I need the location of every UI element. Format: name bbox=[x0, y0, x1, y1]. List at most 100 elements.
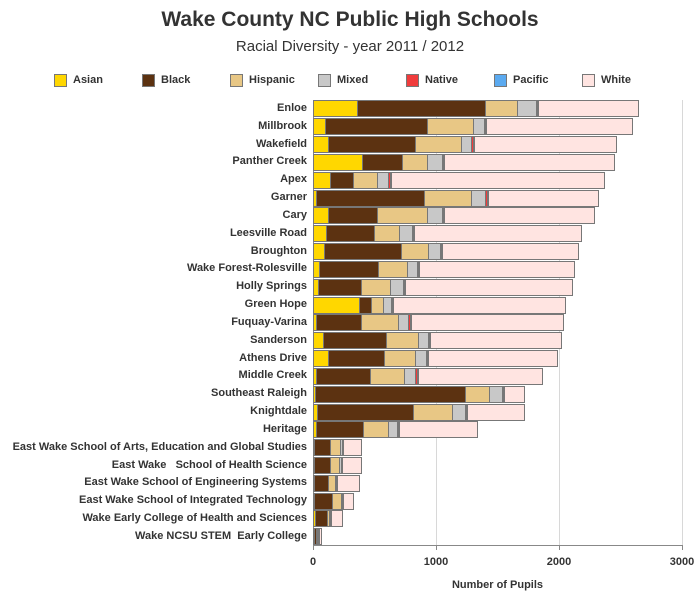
legend-item-asian[interactable]: Asian bbox=[54, 72, 103, 88]
bar-segment-white[interactable] bbox=[343, 439, 362, 457]
bar-segment-pacific[interactable] bbox=[390, 171, 392, 189]
bar-segment-asian[interactable] bbox=[313, 439, 315, 457]
bar-segment-mixed[interactable] bbox=[399, 225, 413, 243]
bar-segment-white[interactable] bbox=[331, 510, 343, 528]
stacked-bar[interactable] bbox=[313, 225, 582, 243]
stacked-bar[interactable] bbox=[313, 100, 639, 118]
bar-segment-white[interactable] bbox=[430, 332, 562, 350]
bar-segment-mixed[interactable] bbox=[377, 171, 389, 189]
bar-segment-asian[interactable] bbox=[313, 225, 328, 243]
stacked-bar[interactable] bbox=[313, 403, 525, 421]
bar-segment-hispanic[interactable] bbox=[415, 136, 462, 154]
bar-segment-native[interactable] bbox=[471, 136, 474, 154]
bar-segment-white[interactable] bbox=[343, 492, 354, 510]
bar-segment-pacific[interactable] bbox=[429, 332, 431, 350]
bar-segment-white[interactable] bbox=[444, 153, 615, 171]
stacked-bar[interactable] bbox=[313, 492, 354, 510]
stacked-bar[interactable] bbox=[313, 457, 362, 474]
bar-segment-white[interactable] bbox=[443, 243, 580, 261]
bar-segment-hispanic[interactable] bbox=[371, 367, 405, 385]
bar-segment-black[interactable] bbox=[315, 385, 466, 403]
bar-segment-black[interactable] bbox=[315, 510, 328, 528]
stacked-bar[interactable] bbox=[313, 332, 562, 350]
bar-segment-white[interactable] bbox=[467, 403, 525, 421]
legend-item-hispanic[interactable]: Hispanic bbox=[230, 72, 295, 88]
bar-segment-hispanic[interactable] bbox=[327, 510, 330, 528]
bar-segment-pacific[interactable] bbox=[504, 385, 505, 403]
bar-segment-mixed[interactable] bbox=[329, 510, 331, 528]
bar-segment-black[interactable] bbox=[319, 278, 363, 296]
stacked-bar[interactable] bbox=[313, 260, 575, 278]
bar-segment-black[interactable] bbox=[325, 243, 403, 261]
bar-segment-black[interactable] bbox=[328, 136, 416, 154]
bar-segment-asian[interactable] bbox=[313, 153, 364, 171]
bar-segment-native[interactable] bbox=[318, 528, 320, 546]
bar-segment-mixed[interactable] bbox=[418, 332, 429, 350]
bar-segment-black[interactable] bbox=[363, 153, 404, 171]
stacked-bar[interactable] bbox=[313, 350, 558, 368]
bar-segment-hispanic[interactable] bbox=[364, 421, 389, 439]
bar-segment-native[interactable] bbox=[465, 403, 467, 421]
bar-segment-native[interactable] bbox=[397, 421, 399, 439]
legend-item-mixed[interactable]: Mixed bbox=[318, 72, 368, 88]
bar-segment-white[interactable] bbox=[406, 278, 574, 296]
bar-segment-mixed[interactable] bbox=[399, 314, 410, 332]
bar-segment-asian[interactable] bbox=[313, 118, 327, 136]
bar-segment-pacific[interactable] bbox=[473, 136, 475, 154]
bar-segment-asian[interactable] bbox=[313, 403, 319, 421]
stacked-bar[interactable] bbox=[313, 510, 343, 528]
bar-segment-mixed[interactable] bbox=[429, 243, 442, 261]
bar-segment-black[interactable] bbox=[317, 421, 365, 439]
bar-segment-native[interactable] bbox=[441, 243, 443, 261]
bar-segment-black[interactable] bbox=[358, 100, 487, 118]
stacked-bar[interactable] bbox=[313, 528, 322, 546]
bar-segment-mixed[interactable] bbox=[384, 296, 393, 314]
stacked-bar[interactable] bbox=[313, 314, 564, 332]
bar-segment-asian[interactable] bbox=[313, 314, 318, 332]
stacked-bar[interactable] bbox=[313, 243, 580, 261]
bar-segment-mixed[interactable] bbox=[317, 528, 319, 546]
bar-segment-hispanic[interactable] bbox=[465, 385, 490, 403]
bar-segment-hispanic[interactable] bbox=[330, 439, 341, 457]
bar-segment-mixed[interactable] bbox=[336, 474, 338, 492]
stacked-bar[interactable] bbox=[313, 367, 543, 385]
bar-segment-asian[interactable] bbox=[313, 278, 320, 296]
bar-segment-mixed[interactable] bbox=[427, 153, 443, 171]
bar-segment-white[interactable] bbox=[505, 385, 526, 403]
bar-segment-white[interactable] bbox=[319, 528, 322, 546]
bar-segment-white[interactable] bbox=[411, 314, 564, 332]
bar-segment-white[interactable] bbox=[444, 207, 595, 225]
bar-segment-native[interactable] bbox=[536, 100, 538, 118]
bar-segment-white[interactable] bbox=[338, 474, 361, 492]
bar-segment-pacific[interactable] bbox=[443, 153, 445, 171]
bar-segment-native[interactable] bbox=[486, 189, 488, 207]
bar-segment-black[interactable] bbox=[359, 296, 373, 314]
legend-item-pacific[interactable]: Pacific bbox=[494, 72, 548, 88]
bar-segment-hispanic[interactable] bbox=[486, 100, 519, 118]
bar-segment-white[interactable] bbox=[474, 136, 617, 154]
bar-segment-mixed[interactable] bbox=[415, 350, 427, 368]
bar-segment-mixed[interactable] bbox=[461, 136, 472, 154]
legend-item-black[interactable]: Black bbox=[142, 72, 190, 88]
bar-segment-white[interactable] bbox=[420, 260, 575, 278]
bar-segment-asian[interactable] bbox=[313, 421, 318, 439]
bar-segment-black[interactable] bbox=[328, 207, 378, 225]
bar-segment-asian[interactable] bbox=[313, 296, 360, 314]
bar-segment-hispanic[interactable] bbox=[386, 332, 419, 350]
bar-segment-white[interactable] bbox=[414, 225, 582, 243]
bar-segment-white[interactable] bbox=[488, 189, 599, 207]
bar-segment-hispanic[interactable] bbox=[374, 225, 400, 243]
bar-segment-white[interactable] bbox=[394, 296, 567, 314]
bar-segment-hispanic[interactable] bbox=[362, 314, 400, 332]
bar-segment-white[interactable] bbox=[486, 118, 633, 136]
bar-segment-mixed[interactable] bbox=[391, 278, 405, 296]
bar-segment-black[interactable] bbox=[323, 332, 387, 350]
bar-segment-black[interactable] bbox=[315, 457, 331, 474]
bar-segment-hispanic[interactable] bbox=[377, 207, 428, 225]
bar-segment-white[interactable] bbox=[399, 421, 478, 439]
bar-segment-native[interactable] bbox=[442, 207, 444, 225]
bar-segment-pacific[interactable] bbox=[398, 421, 400, 439]
bar-segment-asian[interactable] bbox=[313, 207, 329, 225]
bar-segment-pacific[interactable] bbox=[466, 403, 468, 421]
bar-segment-mixed[interactable] bbox=[473, 118, 485, 136]
